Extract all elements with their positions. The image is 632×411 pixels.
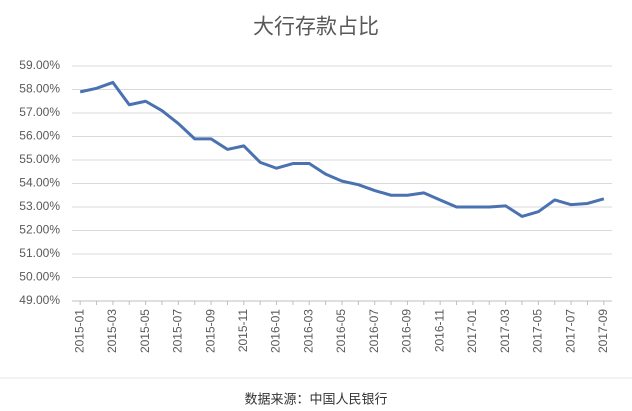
x-tick-label: 2017-07 bbox=[563, 309, 577, 353]
y-tick-label: 56.00% bbox=[19, 129, 60, 143]
y-tick-label: 59.00% bbox=[19, 58, 60, 72]
x-tick-label: 2015-05 bbox=[138, 309, 152, 353]
y-tick-label: 54.00% bbox=[19, 176, 60, 190]
x-tick-label: 2017-01 bbox=[465, 309, 479, 353]
x-tick-label: 2015-11 bbox=[236, 309, 250, 352]
y-tick-label: 53.00% bbox=[19, 199, 60, 213]
x-tick-label: 2017-05 bbox=[531, 309, 545, 353]
x-tick-label: 2015-09 bbox=[203, 309, 217, 353]
x-tick-label: 2016-11 bbox=[432, 309, 446, 352]
y-tick-label: 52.00% bbox=[19, 223, 60, 237]
chart-title: 大行存款占比 bbox=[253, 16, 379, 39]
y-tick-label: 58.00% bbox=[19, 82, 60, 96]
y-tick-label: 57.00% bbox=[19, 105, 60, 119]
y-tick-label: 50.00% bbox=[19, 270, 60, 284]
y-tick-label: 51.00% bbox=[19, 246, 60, 260]
series-line bbox=[79, 80, 605, 218]
x-tick-label: 2015-01 bbox=[72, 309, 86, 353]
y-tick-label: 49.00% bbox=[19, 293, 60, 307]
x-tick-label: 2015-03 bbox=[105, 309, 119, 353]
x-tick-label: 2017-09 bbox=[596, 309, 610, 353]
source-note: 数据来源：中国人民银行 bbox=[244, 391, 387, 406]
x-tick-label: 2016-05 bbox=[334, 309, 348, 353]
x-tick-label: 2016-09 bbox=[400, 309, 414, 353]
x-tick-label: 2016-03 bbox=[301, 309, 315, 353]
x-tick-label: 2016-07 bbox=[367, 309, 381, 353]
y-tick-label: 55.00% bbox=[19, 152, 60, 166]
x-tick-label: 2016-01 bbox=[269, 309, 283, 353]
x-tick-label: 2017-03 bbox=[498, 309, 512, 353]
x-tick-label: 2015-07 bbox=[171, 309, 185, 353]
